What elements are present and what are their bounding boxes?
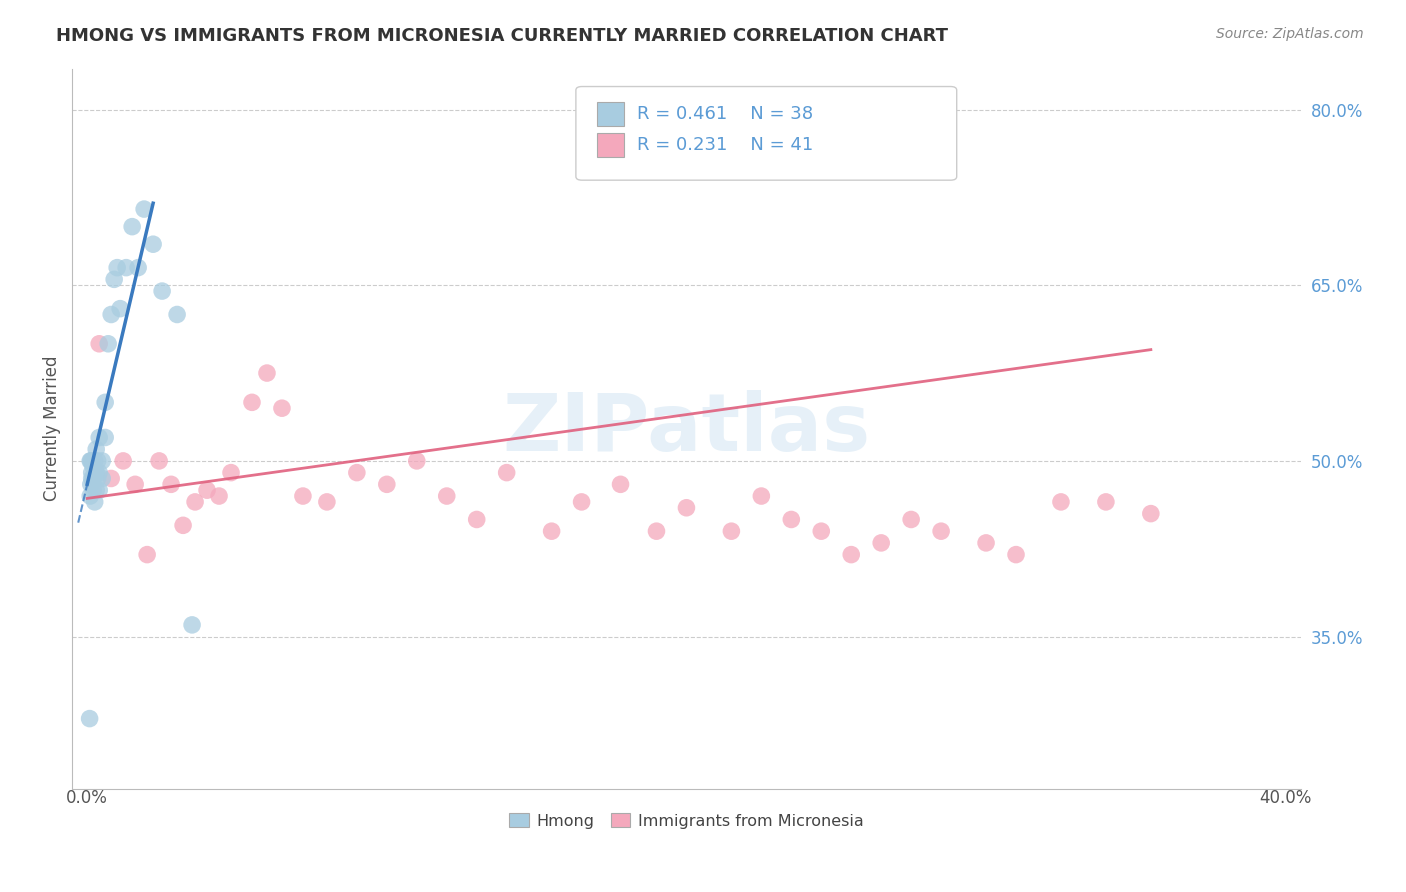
Point	[900, 512, 922, 526]
Point	[82, 471, 104, 485]
Point	[160, 477, 183, 491]
Point	[86, 454, 108, 468]
FancyBboxPatch shape	[576, 87, 956, 180]
Y-axis label: Currently Married: Currently Married	[44, 356, 60, 501]
Point	[91, 471, 114, 485]
Point	[405, 454, 427, 468]
Point	[84, 442, 107, 457]
Point	[91, 454, 114, 468]
Point	[80, 466, 103, 480]
Point	[166, 308, 188, 322]
Point	[1050, 495, 1073, 509]
Point	[100, 471, 122, 485]
Point	[675, 500, 697, 515]
Point	[86, 471, 108, 485]
Legend: Hmong, Immigrants from Micronesia: Hmong, Immigrants from Micronesia	[503, 806, 870, 835]
Point	[571, 495, 593, 509]
Text: 40.0%: 40.0%	[1260, 789, 1312, 807]
Point	[929, 524, 952, 538]
Point	[142, 237, 165, 252]
Point	[150, 284, 173, 298]
Point	[291, 489, 314, 503]
Text: R = 0.461    N = 38: R = 0.461 N = 38	[637, 105, 814, 123]
Text: Source: ZipAtlas.com: Source: ZipAtlas.com	[1216, 27, 1364, 41]
Point	[124, 477, 146, 491]
Point	[82, 483, 104, 498]
Point	[97, 336, 120, 351]
Point	[80, 471, 103, 485]
Point	[148, 454, 170, 468]
Point	[609, 477, 631, 491]
Point	[83, 454, 105, 468]
Point	[103, 272, 125, 286]
Point	[240, 395, 263, 409]
Point	[108, 301, 131, 316]
Point	[112, 454, 135, 468]
Point	[974, 536, 997, 550]
Point	[720, 524, 742, 538]
Point	[749, 489, 772, 503]
Point	[82, 459, 104, 474]
Point	[540, 524, 562, 538]
Text: 0.0%: 0.0%	[66, 789, 108, 807]
Point	[195, 483, 218, 498]
Point	[89, 466, 111, 480]
Text: ZIPatlas: ZIPatlas	[502, 390, 870, 467]
Point	[780, 512, 803, 526]
Point	[810, 524, 832, 538]
Point	[436, 489, 458, 503]
FancyBboxPatch shape	[596, 103, 624, 126]
Text: R = 0.231    N = 41: R = 0.231 N = 41	[637, 136, 814, 154]
Point	[79, 454, 101, 468]
Point	[136, 548, 159, 562]
Point	[80, 477, 103, 491]
Text: HMONG VS IMMIGRANTS FROM MICRONESIA CURRENTLY MARRIED CORRELATION CHART: HMONG VS IMMIGRANTS FROM MICRONESIA CURR…	[56, 27, 948, 45]
Point	[495, 466, 517, 480]
Point	[94, 430, 117, 444]
Point	[181, 618, 204, 632]
Point	[84, 483, 107, 498]
Point	[870, 536, 893, 550]
Point	[89, 483, 111, 498]
Point	[1140, 507, 1163, 521]
Point	[127, 260, 149, 275]
Point	[94, 395, 117, 409]
Point	[346, 466, 368, 480]
Point	[316, 495, 339, 509]
Point	[1005, 548, 1028, 562]
Point	[80, 454, 103, 468]
Point	[172, 518, 194, 533]
Point	[79, 489, 101, 503]
Point	[84, 466, 107, 480]
Point	[1095, 495, 1118, 509]
Point	[375, 477, 398, 491]
Point	[839, 548, 862, 562]
Point	[89, 336, 111, 351]
Point	[271, 401, 294, 416]
Point	[184, 495, 207, 509]
Point	[465, 512, 488, 526]
Point	[208, 489, 231, 503]
Point	[256, 366, 278, 380]
Point	[100, 308, 122, 322]
Point	[115, 260, 138, 275]
Point	[83, 495, 105, 509]
FancyBboxPatch shape	[596, 133, 624, 157]
Point	[645, 524, 668, 538]
Point	[80, 454, 103, 468]
Point	[105, 260, 128, 275]
Point	[89, 430, 111, 444]
Point	[134, 202, 156, 216]
Point	[121, 219, 143, 234]
Point	[219, 466, 242, 480]
Point	[79, 712, 101, 726]
